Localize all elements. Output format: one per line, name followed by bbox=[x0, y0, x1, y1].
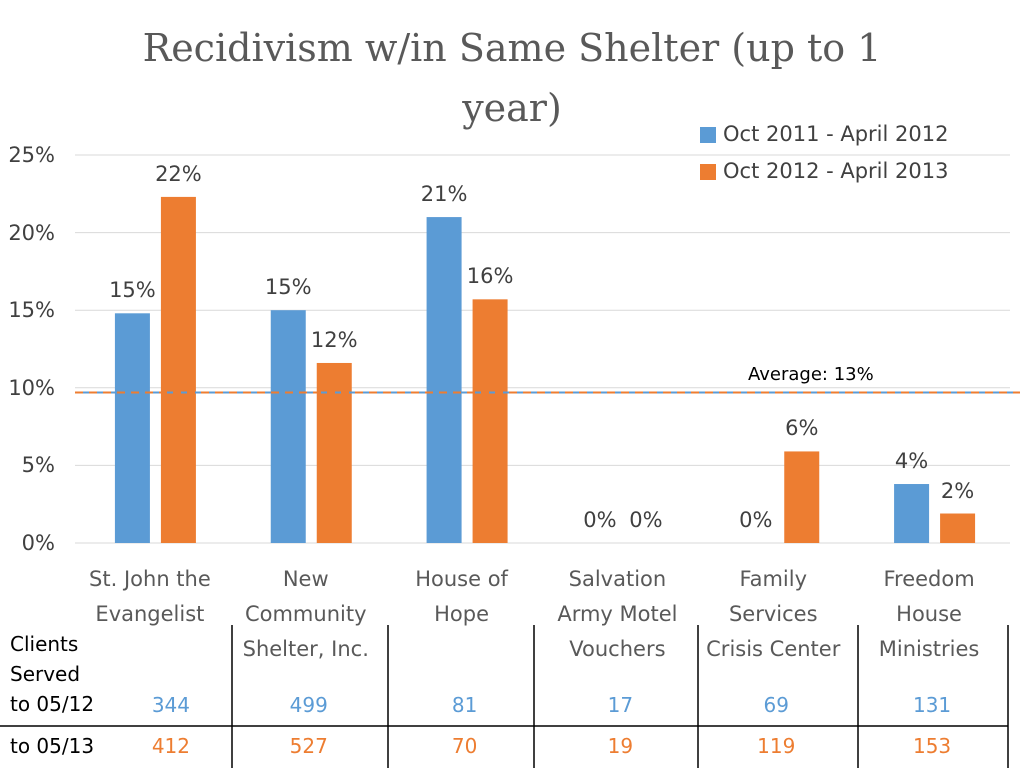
x-tick-label: House of Hope bbox=[415, 567, 508, 626]
y-tick-label: 0% bbox=[21, 531, 55, 555]
x-tick-label: St. John the Evangelist bbox=[89, 567, 211, 626]
x-tick-label: New Community Shelter, Inc. bbox=[242, 567, 369, 661]
annotation: Average: 13% bbox=[748, 364, 874, 386]
bar bbox=[472, 299, 508, 543]
x-tick-label: Salvation Army Motel Vouchers bbox=[557, 567, 678, 661]
bar bbox=[316, 362, 352, 543]
table-cell: 81 bbox=[451, 693, 478, 717]
chart-title: Recidivism w/in Same Shelter (up to 1 ye… bbox=[142, 26, 882, 130]
data-label: 16% bbox=[466, 264, 514, 289]
bar bbox=[270, 310, 306, 543]
table-cell: 131 bbox=[912, 693, 952, 717]
x-tick-label: Freedom House Ministries bbox=[878, 567, 980, 661]
x-tick-label: Family Services Crisis Center bbox=[706, 567, 841, 661]
bar bbox=[426, 217, 462, 543]
table-cell: 412 bbox=[151, 734, 190, 758]
legend-swatch bbox=[700, 127, 716, 143]
data-label: 6% bbox=[785, 416, 819, 441]
data-label: 0% bbox=[739, 508, 773, 532]
bar bbox=[940, 513, 976, 543]
data-label: 21% bbox=[420, 182, 468, 207]
table-row-label: to 05/13 bbox=[10, 734, 95, 758]
y-tick-label: 25% bbox=[8, 143, 55, 167]
table-row-label: Clients Served to 05/12 bbox=[10, 632, 95, 716]
y-tick-label: 5% bbox=[21, 453, 55, 478]
data-label: 15% bbox=[109, 278, 156, 303]
table-cell: 527 bbox=[289, 734, 328, 758]
bar bbox=[114, 313, 150, 543]
bar bbox=[894, 484, 930, 543]
table-cell: 499 bbox=[289, 693, 328, 717]
table-cell: 70 bbox=[451, 734, 478, 758]
table-lines bbox=[0, 625, 1009, 768]
table-cell: 17 bbox=[607, 693, 634, 717]
table-cell: 69 bbox=[763, 693, 789, 717]
data-label: 0% bbox=[629, 508, 663, 532]
legend-swatch bbox=[700, 164, 716, 180]
data-label: 15% bbox=[264, 275, 312, 300]
bar bbox=[784, 451, 820, 543]
data-label: 2% bbox=[940, 478, 975, 503]
y-tick-label: 10% bbox=[8, 375, 55, 400]
data-label: 4% bbox=[894, 449, 929, 474]
y-tick-label: 15% bbox=[8, 298, 55, 323]
bar bbox=[160, 196, 196, 544]
table-cell: 119 bbox=[757, 734, 796, 758]
data-label: 0% bbox=[583, 508, 617, 532]
legend-label: Oct 2011 - April 2012 bbox=[723, 122, 949, 146]
table-cell: 344 bbox=[151, 693, 190, 717]
y-tick-label: 20% bbox=[8, 220, 55, 245]
table-cell: 19 bbox=[607, 734, 634, 758]
legend-label: Oct 2012 - April 2013 bbox=[723, 159, 949, 183]
data-label: 22% bbox=[155, 161, 202, 186]
data-label: 12% bbox=[310, 327, 358, 352]
table-cell: 153 bbox=[912, 734, 952, 758]
